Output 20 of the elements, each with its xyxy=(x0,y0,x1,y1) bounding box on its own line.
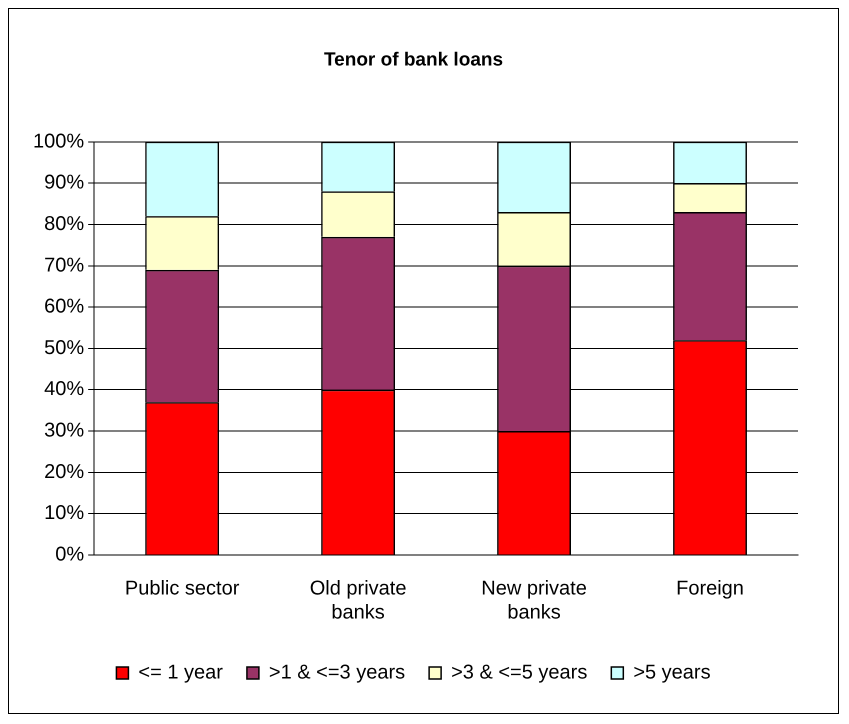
y-tick-label: 30% xyxy=(44,420,84,442)
legend-label: >5 years xyxy=(633,662,711,684)
y-tick-label: 50% xyxy=(44,336,84,359)
legend-label: <= 1 year xyxy=(138,662,224,684)
legend-label: >3 & <=5 years xyxy=(451,662,588,684)
y-tick-label: 90% xyxy=(44,172,84,194)
y-tick-label: 100% xyxy=(32,130,84,152)
x-tick-label: Public sector xyxy=(124,578,240,600)
y-tick-label: 10% xyxy=(44,502,84,524)
y-tick-label: 80% xyxy=(44,212,84,235)
x-tick-label: New private banks xyxy=(481,578,587,624)
y-tick-label: 40% xyxy=(44,378,84,400)
y-tick-label: 0% xyxy=(55,544,84,566)
chart-title: Tenor of bank loans xyxy=(324,50,504,71)
legend-label: >1 & <=3 years xyxy=(268,662,406,684)
x-tick-label: Old private banks xyxy=(310,578,406,624)
x-tick-label: Foreign xyxy=(676,578,744,600)
y-tick-label: 60% xyxy=(44,296,84,318)
y-tick-label: 70% xyxy=(44,254,84,276)
y-tick-label: 20% xyxy=(44,460,84,483)
